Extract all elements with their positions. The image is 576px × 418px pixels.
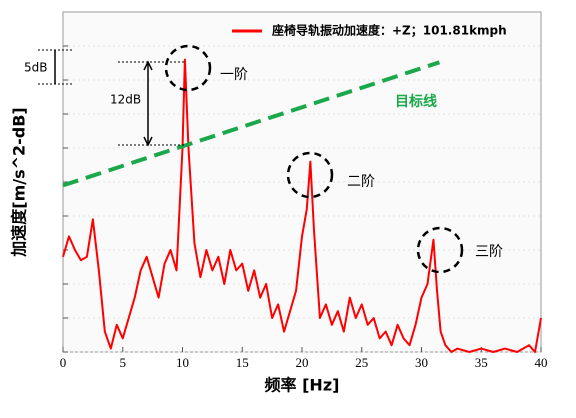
line-label: 目标线 <box>395 93 437 110</box>
arrow-label: 12dB <box>110 93 141 107</box>
x-tick-label: 15 <box>236 355 249 370</box>
x-tick-label: 20 <box>296 355 309 370</box>
x-tick-label: 5 <box>120 355 127 370</box>
peak-circle <box>164 44 212 92</box>
x-tick-label: 25 <box>355 355 368 370</box>
peak-circle <box>416 226 464 274</box>
arrow-head <box>143 60 153 147</box>
series-line <box>62 60 441 188</box>
x-axis-title: 频率 [Hz] <box>265 376 340 395</box>
y-axis-title: 加速度[m/s^2-dB] <box>10 107 29 258</box>
x-tick-label: 10 <box>176 355 189 370</box>
peak-label: 三阶 <box>475 244 503 260</box>
plot-frame <box>62 11 542 353</box>
x-tick-label: 30 <box>415 355 428 370</box>
x-tick-label: 35 <box>475 355 488 370</box>
x-tick-label: 40 <box>535 355 548 370</box>
peak-circle <box>286 151 334 199</box>
bracket-label: 5dB <box>24 61 47 75</box>
peak-label: 一阶 <box>220 67 248 83</box>
peak-label: 二阶 <box>347 174 375 190</box>
x-tick-label: 0 <box>60 355 67 370</box>
legend-label: 座椅导轨振动加速度：+Z；101.81kmph <box>271 23 507 38</box>
series-line <box>62 58 542 353</box>
